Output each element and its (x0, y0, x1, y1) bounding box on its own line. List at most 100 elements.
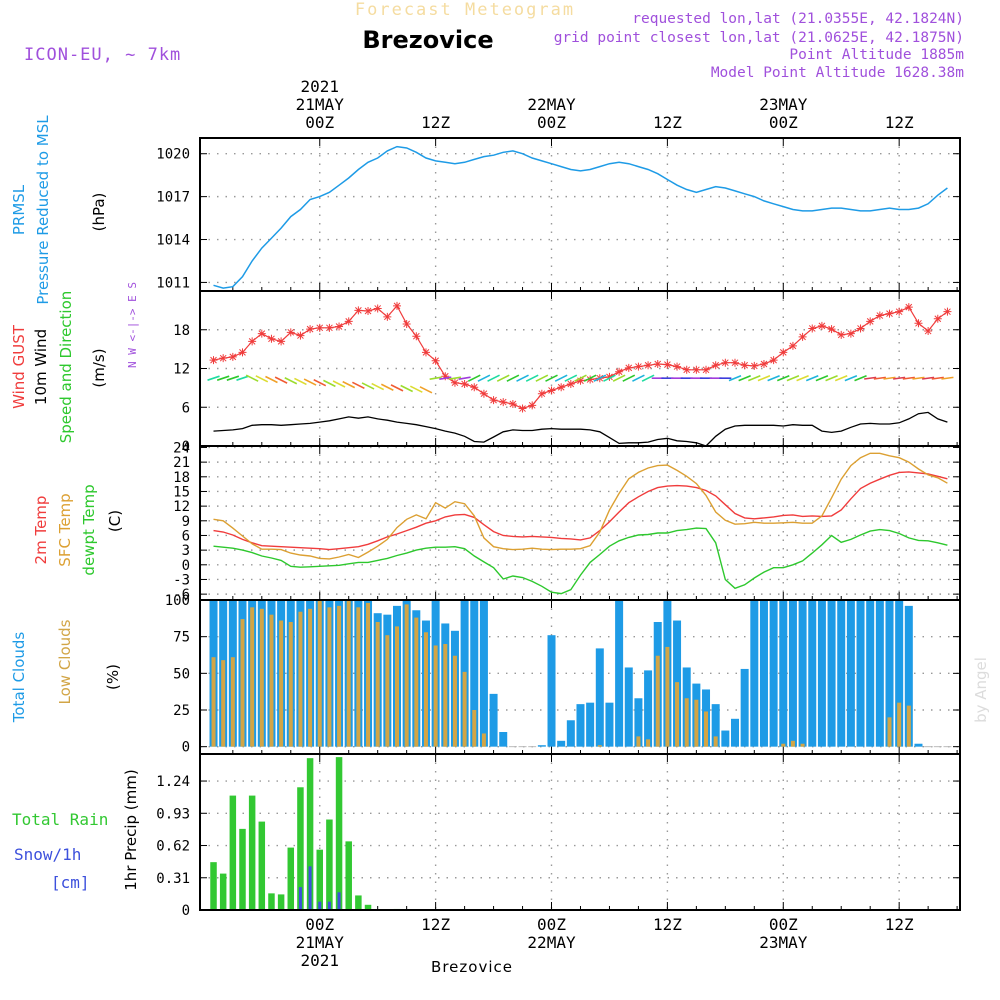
cloud-bar-low (375, 622, 380, 747)
gust-point (856, 324, 865, 333)
wind-arrow (284, 377, 298, 385)
panel-bg-temperature (200, 446, 960, 600)
gust-point (557, 383, 566, 392)
direction-label: Speed and Direction (57, 291, 75, 444)
wind-arrow (815, 375, 829, 382)
time-label-top: 2021 (300, 77, 339, 96)
cloud-unit-label: (%) (104, 664, 122, 690)
cloud-bar-total (827, 600, 836, 747)
total-clouds-label: Total Clouds (10, 632, 28, 724)
cloud-bar-total (837, 600, 846, 747)
time-label-bottom: 21MAY (296, 933, 345, 952)
cloud-bar-low (452, 655, 457, 747)
cloud-bar-low (250, 607, 255, 747)
gust-point (682, 365, 691, 374)
wind-arrow (467, 374, 481, 382)
rain-bar (306, 758, 314, 910)
gust-point (759, 359, 768, 368)
wind-arrow (612, 374, 626, 382)
wind-arrow (525, 374, 539, 382)
gust-point (209, 356, 218, 365)
footer-location: Brezovice (431, 958, 513, 976)
ytick-label: 24 (173, 440, 190, 456)
wind-labels: Wind GUST 10m Wind Speed and Direction (… (10, 282, 139, 443)
precip-axis-label: 1hr Precip (mm) (122, 769, 140, 890)
cloud-bar-total (875, 600, 884, 747)
rain-bar (219, 873, 227, 910)
snow-bar (327, 901, 331, 910)
wind-arrow (323, 379, 336, 388)
gust-point (325, 323, 334, 332)
gust-point (624, 363, 633, 372)
ytick-label: 0 (182, 558, 190, 574)
ytick-label: 1020 (156, 147, 190, 163)
model-altitude: Model Point Altitude 1628.38m (711, 65, 964, 81)
panel-bg-pressure (200, 138, 960, 291)
ytick-label: 15 (173, 484, 190, 500)
time-label-top: 00Z (769, 113, 798, 132)
wind-arrow (786, 375, 800, 382)
wind-arrow (216, 375, 230, 381)
time-label-top: 12Z (421, 113, 450, 132)
gust-point (335, 322, 344, 331)
gust-point (537, 389, 546, 398)
gust-point (943, 307, 952, 316)
wind-arrow (332, 380, 346, 388)
gust-point (489, 396, 498, 405)
wind-arrow (844, 375, 858, 382)
gust-point (721, 358, 730, 367)
snow-unit-label: [cm] (51, 873, 90, 892)
wind-arrow (825, 375, 838, 382)
rain-bar (335, 757, 343, 910)
wind-arrow (342, 380, 356, 389)
rain-bar (326, 819, 333, 910)
cloud-bar-total (866, 600, 875, 747)
wind-line (213, 411, 948, 447)
cloud-bar-low (646, 739, 651, 747)
wind-arrow (429, 376, 442, 380)
gust-point (267, 334, 276, 343)
gust-point (711, 361, 720, 370)
cloud-bar-low (221, 660, 226, 747)
cloud-bar-total (595, 648, 604, 747)
wind-arrow (390, 384, 404, 392)
wind-arrow (912, 376, 925, 380)
wind-arrow (583, 374, 597, 382)
cloud-bar-low (423, 632, 428, 747)
gust-point (798, 332, 807, 341)
cloud-bar-low (269, 614, 274, 747)
wind-arrow (487, 374, 500, 382)
wind-arrow (748, 375, 761, 382)
gust-point (730, 358, 739, 367)
gust-point (644, 361, 653, 370)
cloud-bar-low (694, 699, 699, 747)
gust-point (904, 303, 913, 312)
wind-arrow (207, 375, 220, 381)
panel-precip: 0 0.31 0.62 0.93 1.24 (156, 754, 960, 919)
wind-arrow (564, 374, 578, 382)
ytick-label: 12 (173, 499, 190, 515)
wind-arrow (380, 383, 394, 391)
gust-point (219, 354, 228, 363)
wind-arrow (883, 376, 896, 380)
ytick-label: 0 (182, 439, 190, 455)
cloud-bar-total (499, 732, 508, 747)
snow-label: Snow/1h (14, 845, 81, 864)
gust-point (470, 383, 479, 392)
cloud-bar-total (605, 702, 614, 747)
gust-point (315, 323, 324, 332)
plot-area: 1011101410171020061218-6-303691215182124… (156, 77, 961, 970)
cloud-bar-total (711, 704, 720, 747)
gust-point (460, 380, 469, 388)
gust-point (808, 324, 817, 333)
point-altitude: Point Altitude 1885m (789, 47, 964, 63)
time-label-top: 12Z (885, 113, 914, 132)
gust-point (373, 304, 382, 313)
ytick-label: -3 (173, 572, 190, 588)
cloud-bar-total (615, 600, 624, 747)
wind-arrow (834, 375, 848, 382)
ytick-label: 9 (182, 514, 190, 530)
wind-arrow (805, 375, 819, 382)
